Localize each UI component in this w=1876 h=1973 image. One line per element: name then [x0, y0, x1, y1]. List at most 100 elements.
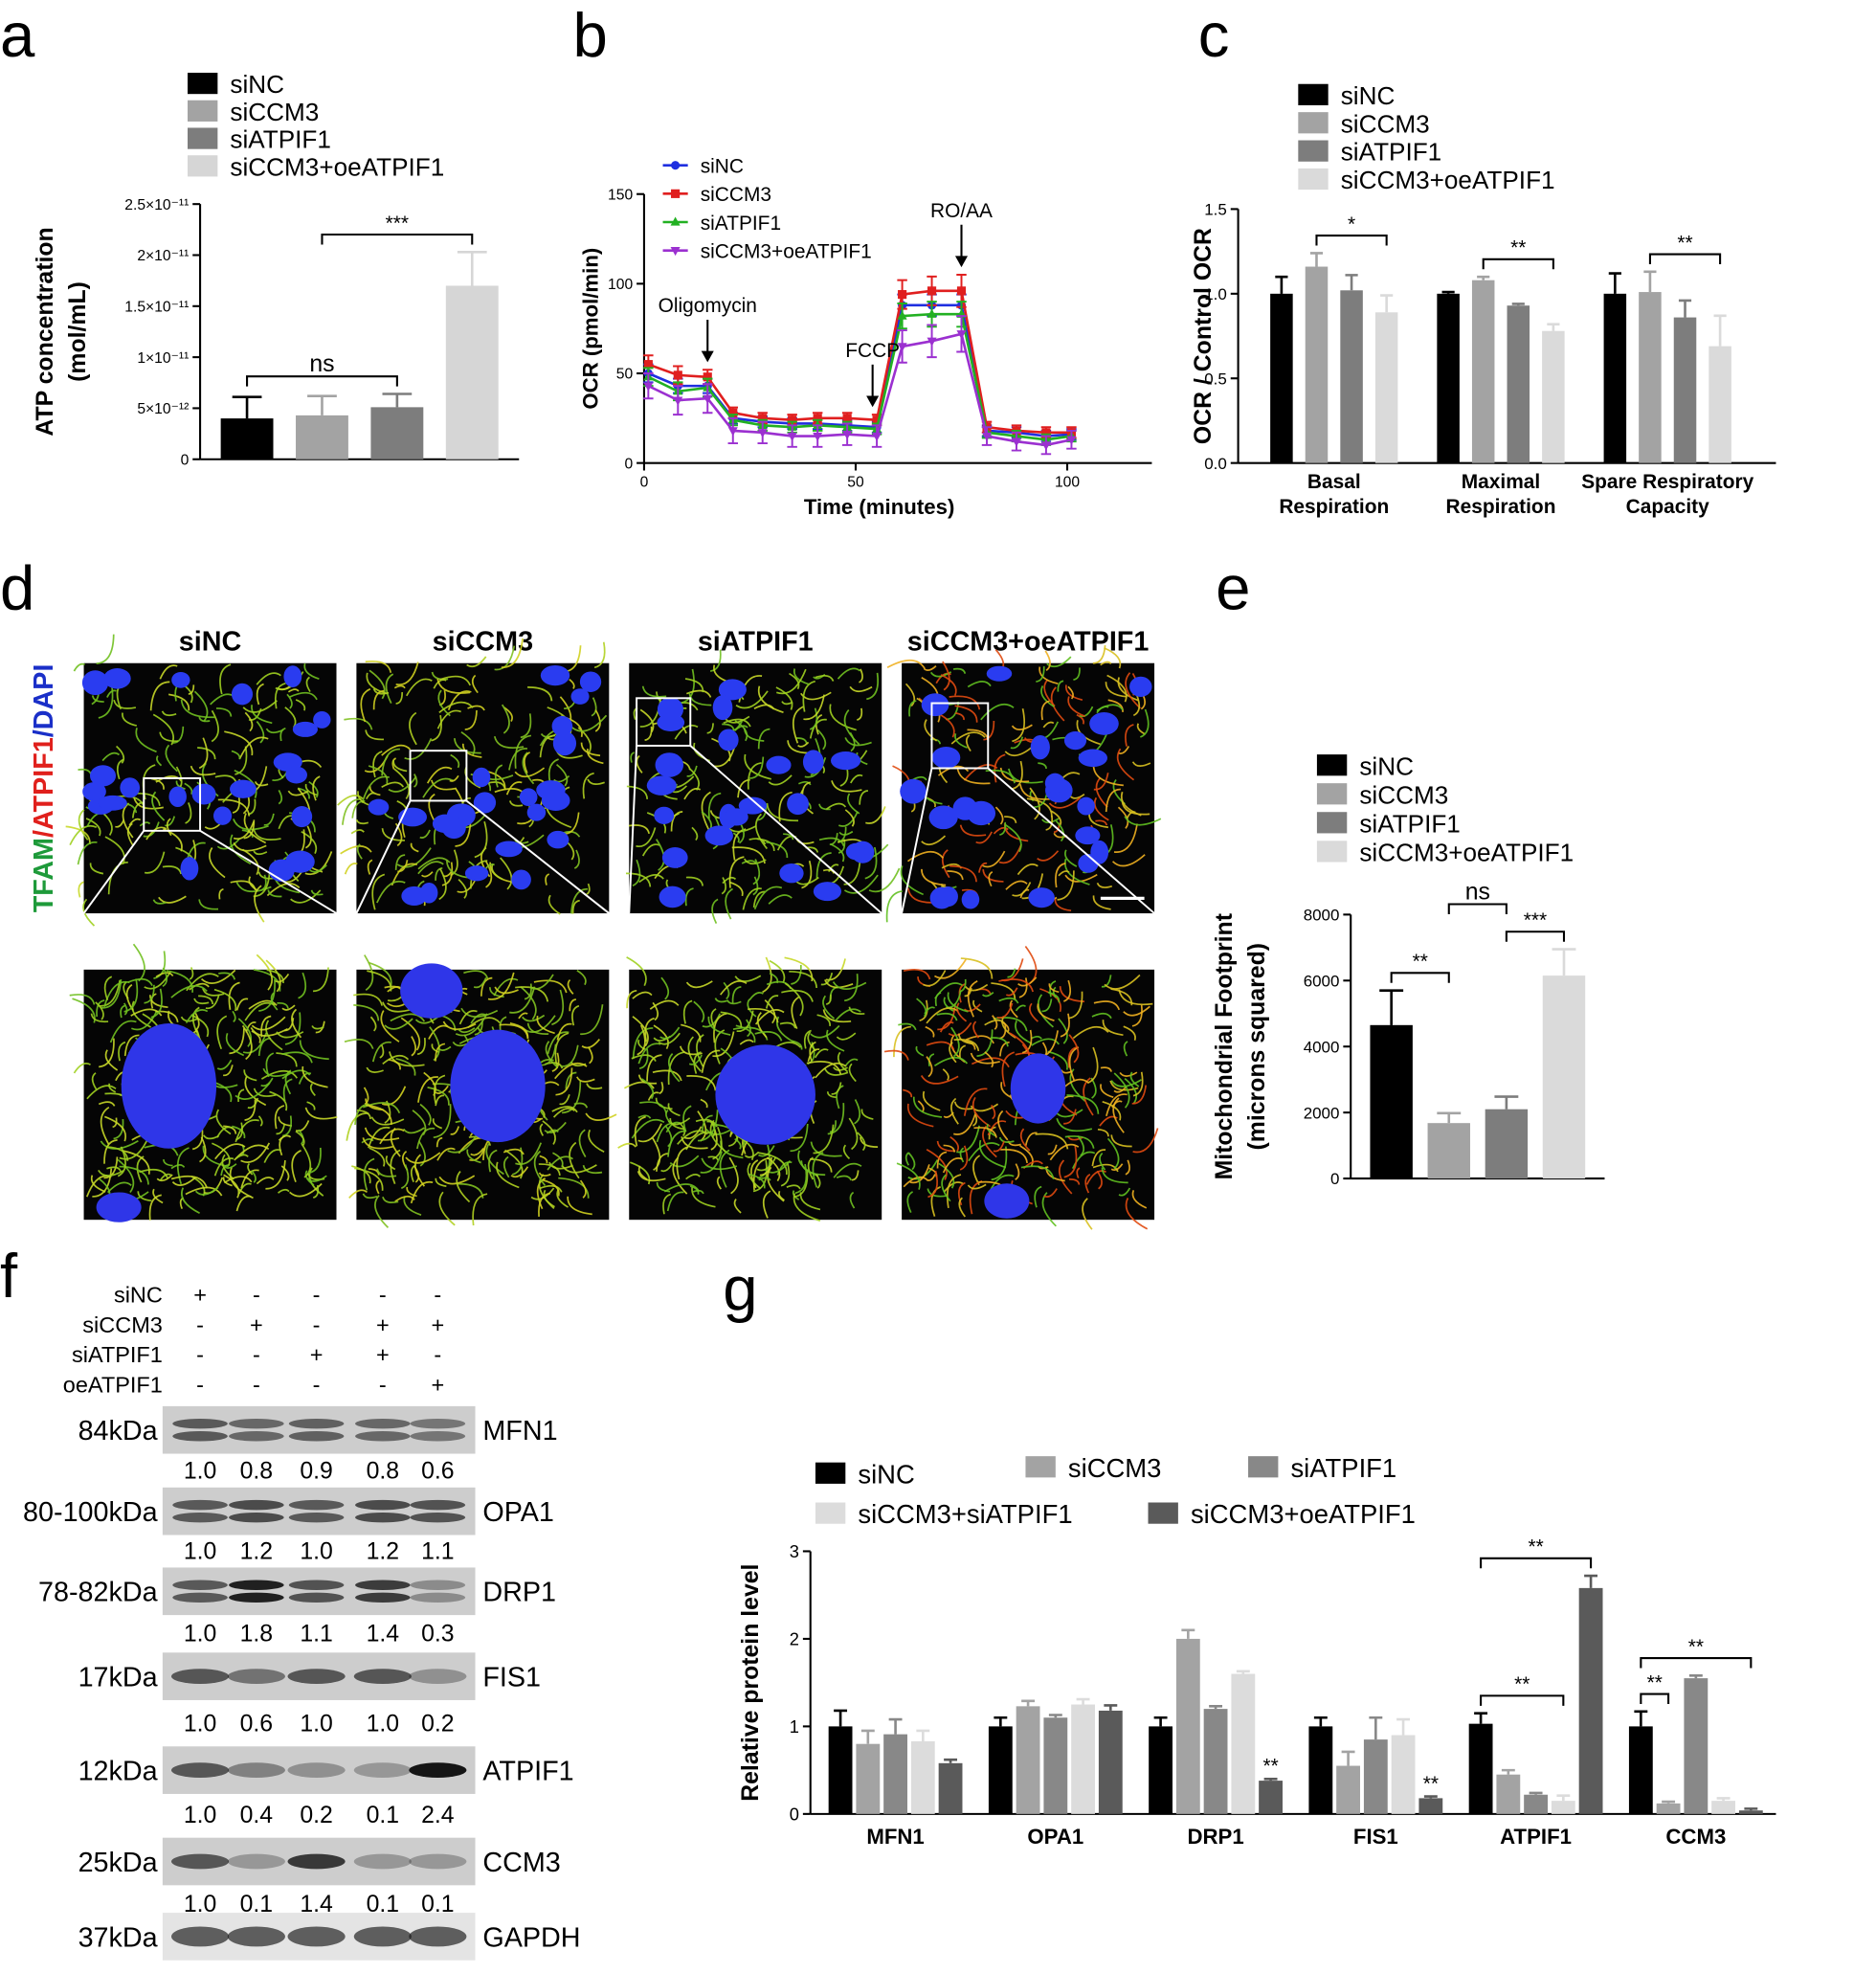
- mito: [304, 783, 318, 796]
- legend-label: siNC: [1341, 81, 1396, 110]
- mito: [181, 1187, 200, 1214]
- mito: [199, 1136, 207, 1163]
- nucleus: [103, 668, 131, 689]
- marker: [927, 286, 937, 296]
- mito: [786, 1184, 801, 1190]
- mito: [810, 1024, 840, 1039]
- mito: [235, 882, 272, 893]
- marker: [703, 394, 713, 404]
- mito: [669, 1118, 685, 1131]
- mito: [686, 765, 698, 777]
- mito: [775, 686, 793, 710]
- mito: [826, 1029, 845, 1052]
- stain-label-part: /ATPIF1: [29, 737, 59, 838]
- error-bar: [1153, 1715, 1168, 1727]
- mito: [421, 871, 434, 878]
- mito: [301, 1143, 312, 1178]
- mito: [816, 729, 827, 751]
- mito: [214, 1143, 246, 1160]
- mito: [1067, 696, 1085, 718]
- mito: [91, 1072, 98, 1090]
- bar: [1542, 975, 1586, 1179]
- mito: [571, 899, 580, 914]
- condition-label: siNC: [114, 1282, 163, 1307]
- mito: [260, 1015, 272, 1038]
- mito: [1100, 1066, 1112, 1072]
- mito: [494, 645, 516, 671]
- mito: [552, 1108, 575, 1118]
- mito: [435, 1094, 445, 1107]
- mito: [1116, 748, 1135, 781]
- mito: [836, 1032, 857, 1041]
- mito: [996, 1002, 1014, 1020]
- mito: [660, 1164, 673, 1173]
- marker: [813, 414, 822, 423]
- mito: [113, 1119, 124, 1140]
- mito: [1049, 980, 1057, 998]
- mito: [400, 1017, 421, 1051]
- mito: [365, 792, 376, 800]
- mito: [986, 1123, 997, 1137]
- mito: [518, 1012, 528, 1020]
- legend-swatch: [1316, 754, 1348, 776]
- bar: [828, 1726, 853, 1814]
- mito: [538, 1163, 561, 1177]
- mito: [212, 1142, 231, 1166]
- mito: [920, 1075, 959, 1085]
- error-bar: [457, 250, 487, 286]
- nucleus: [419, 882, 438, 904]
- mito: [163, 1159, 173, 1167]
- mito: [515, 986, 549, 1002]
- mito: [542, 1178, 560, 1197]
- mito: [972, 999, 983, 1013]
- nucleus: [659, 886, 686, 908]
- mito: [903, 968, 931, 980]
- zoom-box: [930, 702, 990, 770]
- mito: [734, 1137, 742, 1150]
- mito: [295, 699, 306, 711]
- mito: [753, 704, 775, 710]
- y-tick-label: 0: [1330, 1170, 1339, 1188]
- mito: [707, 792, 722, 818]
- marker: [842, 431, 853, 440]
- mito: [582, 1164, 603, 1175]
- mito: [427, 1087, 450, 1106]
- error-bar: [1380, 294, 1394, 313]
- mito: [279, 727, 286, 742]
- mito: [266, 969, 284, 984]
- band: [410, 1499, 466, 1511]
- mito: [307, 1147, 322, 1175]
- nucleus: [400, 963, 463, 1019]
- mito: [729, 881, 744, 897]
- nucleus: [900, 778, 927, 804]
- mito: [691, 826, 699, 841]
- mito: [752, 1159, 768, 1193]
- y-tick-label: 6000: [1304, 972, 1340, 990]
- x-tick-label: DRP1: [1187, 1825, 1243, 1849]
- legend-label: siATPIF1: [1359, 809, 1460, 838]
- mito: [849, 1191, 856, 1209]
- mito: [118, 1041, 126, 1062]
- mito: [403, 1196, 422, 1216]
- bar: [1175, 1638, 1200, 1814]
- mito: [950, 731, 986, 745]
- mito: [685, 876, 704, 886]
- mito: [835, 1008, 861, 1022]
- mito: [1099, 1153, 1106, 1171]
- mito: [286, 693, 293, 709]
- mito: [582, 772, 594, 799]
- mito: [1067, 685, 1074, 700]
- error-bar: [888, 1717, 903, 1735]
- mito: [493, 977, 519, 997]
- mito: [99, 1038, 115, 1068]
- mito: [96, 634, 115, 664]
- mito: [943, 997, 955, 1013]
- mito: [278, 1116, 293, 1127]
- mito: [215, 1109, 232, 1135]
- mito: [947, 870, 964, 881]
- mito: [533, 979, 568, 994]
- nucleus: [230, 779, 257, 798]
- bar: [1374, 312, 1398, 463]
- mito: [211, 709, 219, 743]
- band: [287, 1853, 346, 1870]
